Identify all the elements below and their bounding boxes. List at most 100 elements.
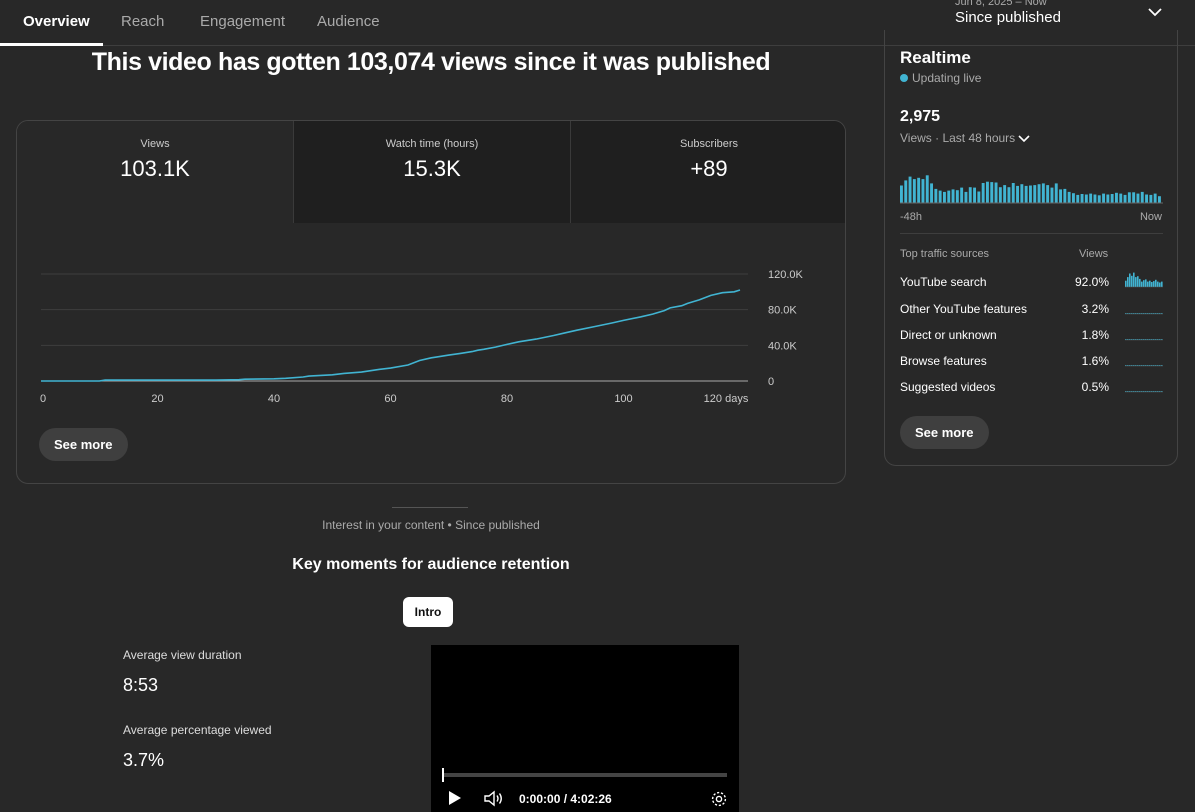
source-spark-bar <box>1125 280 1127 287</box>
intro-chip[interactable]: Intro <box>403 597 453 627</box>
realtime-bar <box>1080 194 1084 203</box>
realtime-bar <box>934 188 938 203</box>
settings-gear-icon[interactable] <box>710 790 728 808</box>
traffic-source-row[interactable]: Suggested videos 0.5% <box>900 380 1163 400</box>
source-spark-bar <box>1147 281 1149 287</box>
source-spark-bar <box>1153 365 1155 366</box>
source-spark-bar <box>1143 365 1145 366</box>
realtime-bar <box>1054 183 1058 203</box>
tab-overview[interactable]: Overview <box>23 13 90 30</box>
realtime-bar <box>990 182 994 203</box>
source-spark-bar <box>1143 339 1145 340</box>
source-name: Direct or unknown <box>900 328 997 342</box>
source-spark-bar <box>1145 339 1147 340</box>
metric-value: 103.1K <box>120 156 190 181</box>
realtime-bar <box>904 180 908 203</box>
realtime-period-selector[interactable]: Views · Last 48 hours <box>900 131 1030 145</box>
source-name: Other YouTube features <box>900 302 1027 316</box>
realtime-bar <box>964 191 968 203</box>
realtime-bar <box>1158 196 1161 203</box>
realtime-bar <box>1072 193 1075 203</box>
source-spark-bar <box>1147 365 1149 366</box>
source-spark-bar <box>1151 391 1153 392</box>
realtime-bar <box>1140 191 1144 203</box>
realtime-bar <box>1024 185 1028 203</box>
tab-audience[interactable]: Audience <box>317 13 380 30</box>
realtime-bar <box>921 179 925 203</box>
metric-subscribers[interactable]: Subscribers +89 <box>570 121 845 223</box>
avg-percentage-label: Average percentage viewed <box>123 723 272 737</box>
realtime-bar <box>930 183 933 203</box>
active-tab-indicator <box>0 43 103 46</box>
source-sparkline <box>1125 391 1163 393</box>
source-spark-bar <box>1147 339 1149 340</box>
x-tick-label: 60 <box>384 393 396 405</box>
date-range-label: Since published <box>955 9 1061 26</box>
source-pct: 3.2% <box>1081 302 1109 316</box>
metric-value: +89 <box>690 156 728 181</box>
realtime-bar <box>1084 194 1088 203</box>
realtime-see-more-button[interactable]: See more <box>900 416 989 449</box>
video-player[interactable]: 0:00:00 / 4:02:26 <box>431 645 739 812</box>
realtime-bar <box>1127 192 1131 203</box>
source-spark-bar <box>1161 365 1163 366</box>
metric-views[interactable]: Views 103.1K <box>17 121 293 223</box>
source-spark-bar <box>1139 365 1141 366</box>
realtime-bar <box>1089 193 1093 203</box>
axis-start-label: -48h <box>900 211 923 223</box>
source-spark-bar <box>1129 365 1131 366</box>
source-spark-bar <box>1161 391 1163 392</box>
source-spark-bar <box>1161 313 1163 314</box>
realtime-bar <box>951 189 955 203</box>
traffic-source-row[interactable]: Other YouTube features 3.2% <box>900 302 1163 322</box>
source-spark-bar <box>1143 313 1145 314</box>
source-spark-bar <box>1125 339 1127 340</box>
chevron-down-icon[interactable] <box>1147 6 1163 18</box>
source-spark-bar <box>1125 391 1127 392</box>
source-spark-bar <box>1127 313 1129 314</box>
source-spark-bar <box>1151 339 1153 340</box>
source-spark-bar <box>1161 281 1163 287</box>
realtime-bar <box>973 187 976 203</box>
date-range-selector[interactable]: Jun 8, 2025 – Now Since published <box>955 0 1061 26</box>
source-spark-bar <box>1157 281 1159 287</box>
source-spark-bar <box>1149 391 1151 392</box>
realtime-bar <box>1011 183 1015 203</box>
tab-reach[interactable]: Reach <box>121 13 165 30</box>
tab-engagement[interactable]: Engagement <box>200 13 286 30</box>
source-spark-bar <box>1147 391 1149 392</box>
source-spark-bar <box>1129 273 1131 287</box>
progress-bar[interactable] <box>442 768 727 782</box>
section-subtitle: Interest in your content • Since publish… <box>322 518 540 532</box>
traffic-source-row[interactable]: Direct or unknown 1.8% <box>900 328 1163 348</box>
section-divider <box>392 507 468 508</box>
realtime-bar <box>1037 184 1041 203</box>
source-spark-bar <box>1131 365 1133 366</box>
realtime-bar <box>1050 187 1054 203</box>
source-spark-bar <box>1141 391 1143 392</box>
realtime-bar <box>943 191 946 203</box>
volume-icon[interactable] <box>484 790 503 807</box>
source-spark-bar <box>1157 339 1159 340</box>
source-spark-bar <box>1157 391 1159 392</box>
source-spark-bar <box>1129 339 1131 340</box>
x-tick-label: 20 <box>151 393 163 405</box>
x-tick-label: 80 <box>501 393 513 405</box>
realtime-bar <box>1102 193 1105 203</box>
metric-watch-time[interactable]: Watch time (hours) 15.3K <box>293 121 570 223</box>
source-spark-bar <box>1149 339 1151 340</box>
source-spark-bar <box>1141 365 1143 366</box>
realtime-bar <box>960 187 964 203</box>
traffic-source-row[interactable]: Browse features 1.6% <box>900 354 1163 374</box>
see-more-button[interactable]: See more <box>39 428 128 461</box>
realtime-bar <box>1067 191 1071 203</box>
x-tick-label: 40 <box>268 393 280 405</box>
progress-knob[interactable] <box>442 768 444 782</box>
realtime-bar <box>986 181 989 203</box>
date-range-dates: Jun 8, 2025 – Now <box>955 0 1047 8</box>
source-pct: 1.6% <box>1081 354 1109 368</box>
play-icon[interactable] <box>448 790 462 806</box>
realtime-bar <box>994 182 998 203</box>
realtime-bar <box>1029 185 1032 203</box>
traffic-source-row[interactable]: YouTube search 92.0% <box>900 272 1163 295</box>
